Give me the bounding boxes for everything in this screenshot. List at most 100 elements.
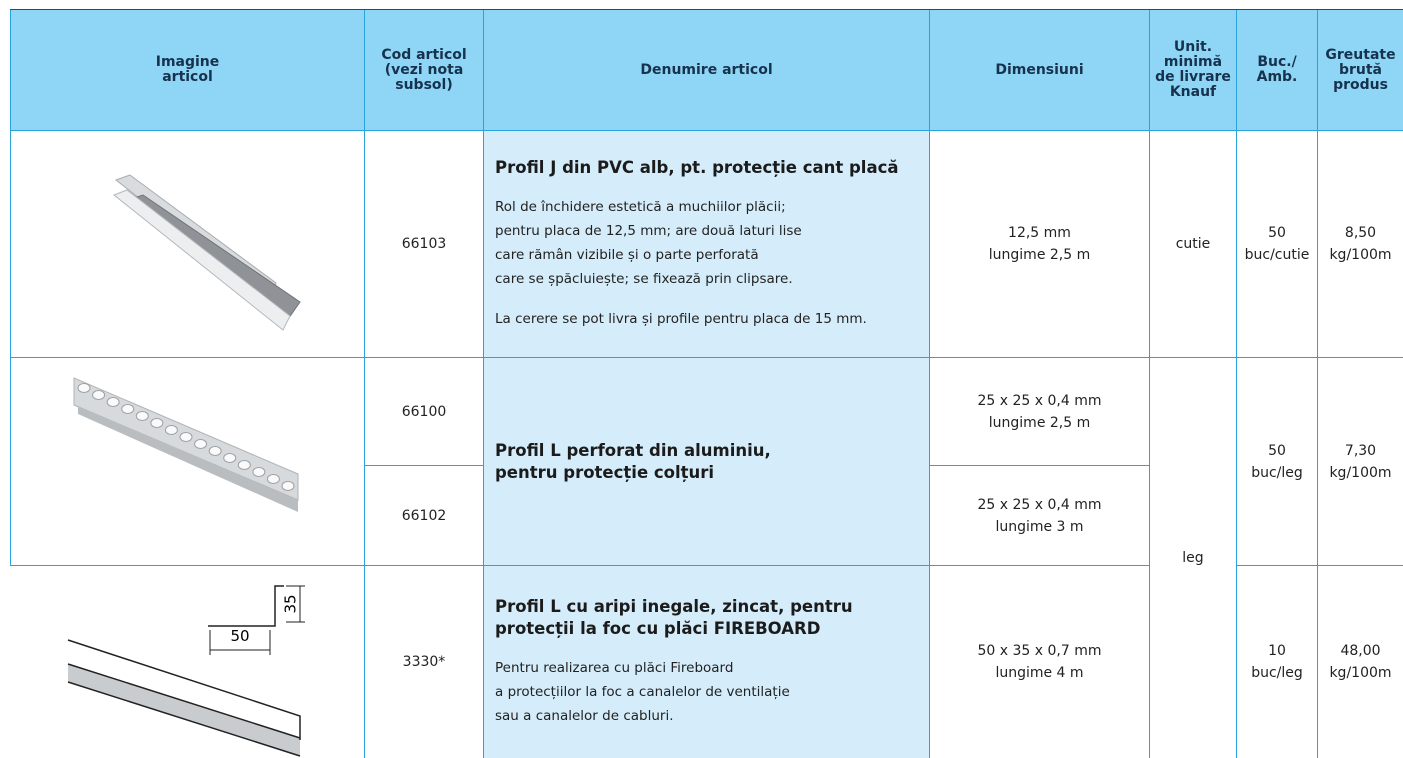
text-line: Buc./ [1257,54,1297,70]
dimension-label: 35 [282,594,300,613]
text-line: kg/100m [1329,464,1392,481]
text-line: 66103 [401,236,447,252]
perforation [135,411,149,421]
perforation [164,425,178,435]
text-line: 25 x 25 x 0,4 mm [977,392,1102,409]
text-line: 12,5 mm [1008,225,1071,241]
text-line: 48,00 [1340,643,1381,659]
text-line: buc/leg [1251,665,1303,681]
code-cell: 66102 [365,466,484,566]
text-line: leg [1182,550,1204,566]
unit-cell: leg [1150,358,1237,758]
perforation [208,446,222,456]
header-cell: Cod articol (vezi nota subsol) [365,10,484,131]
perforation [237,460,251,470]
text-line: 66102 [401,507,447,524]
perforation [194,439,208,449]
text-line: Cod articol [381,46,467,63]
shape [68,664,300,756]
perforation [150,418,164,428]
text-line: Unit. [1173,39,1213,55]
image-cell [10,358,365,566]
text-line: Dimensiuni [995,61,1084,78]
image-cell [10,131,365,358]
text-line: (vezi nota [384,61,464,78]
l-perforated-image [73,377,299,512]
perforation [252,467,266,477]
perforation [281,481,295,491]
text-line: Greutate [1325,46,1396,63]
weight-cell: 8,50 kg/100m [1318,131,1403,358]
weight-cell: 7,30 kg/100m [1318,358,1403,566]
j-profile-image [113,174,301,331]
code-cell: 3330* [365,566,484,758]
pack-cell: 50 buc/cutie [1237,131,1318,358]
profile-section [208,585,284,627]
perforation [121,404,135,414]
code-cell: 66103 [365,131,484,358]
text-line: Profil J din PVC alb, pt. protecție cant… [495,158,899,177]
dimension-cell: 25 x 25 x 0,4 mm lungime 3 m [930,466,1150,566]
perforation [179,432,193,442]
text-line: kg/100m [1329,665,1392,681]
name-cell: Profil L perforat din aluminiu, pentru p… [484,358,930,566]
perforation [266,474,280,484]
text-line: lungime 2,5 m [988,414,1091,431]
text-line: 3330* [402,654,446,670]
text-line: La cerere se pot livra și profile pentru… [495,311,867,327]
top-rule [10,9,1403,10]
perforation [77,383,91,393]
text-line: 25 x 25 x 0,4 mm [977,496,1102,513]
dimension-cell: 25 x 25 x 0,4 mm lungime 2,5 m [930,358,1150,466]
text-line: protecții la foc cu plăci FIREBOARD [495,619,821,638]
text-line: produs [1333,76,1388,93]
text-line: a protecțiilor la foc a canalelor de ven… [495,684,790,700]
text-line: 10 [1268,643,1286,659]
text-line: Imagine [155,54,220,70]
text-line: care rămân vizibile și o parte perforată [495,247,759,263]
code-cell: 66100 [365,358,484,466]
text-line: 50 [1268,442,1286,459]
header-cell: Dimensiuni [930,10,1150,131]
text-line: subsol) [395,76,453,93]
dimension-label: 50 [230,627,249,645]
text-line: Denumire articol [640,61,773,78]
text-line: articol [162,69,213,85]
text-line: buc/leg [1251,464,1303,481]
weight-cell: 48,00 kg/100m [1318,566,1403,758]
text-line: Amb. [1256,69,1298,85]
name-cell: Profil L cu aripi inegale, zincat, pentr… [484,566,930,758]
header-cell: Denumire articol [484,10,930,131]
pack-cell: 10 buc/leg [1237,566,1318,758]
text-line: care se șpăcluiește; se fixează prin cli… [495,271,793,287]
pack-cell: 50 buc/leg [1237,358,1318,566]
text-line: lungime 2,5 m [988,247,1091,263]
text-line: Profil L perforat din aluminiu, [495,440,771,460]
product-images: 35 50 [67,174,305,757]
text-line: 66100 [401,403,447,420]
profile-edge [67,681,301,757]
text-line: brută [1338,61,1383,78]
image-cell [10,566,365,758]
text-line: 7,30 [1344,442,1377,459]
text-line: Pentru realizarea cu plăci Fireboard [495,660,734,676]
perforation [92,390,106,400]
shape [78,406,298,512]
name-cell: Profil J din PVC alb, pt. protecție cant… [484,131,930,358]
text-line: pentru placa de 12,5 mm; are două laturi… [495,223,802,239]
profile-edge [67,663,301,739]
text-line: de livrare [1155,69,1231,85]
header-cell: Buc./Amb. [1237,10,1318,131]
shape [113,189,291,331]
header-cell: Greutate brută produs [1318,10,1403,131]
text-line: 50 [1268,225,1286,241]
l-fireboard-drawing: 35 50 [67,585,305,757]
text-line: Knauf [1169,84,1217,100]
text-line: buc/cutie [1244,247,1310,263]
header-cell: Imagine articol [10,10,365,131]
text-line: 50 x 35 x 0,7 mm [977,643,1102,659]
text-line: lungime 4 m [995,665,1084,681]
profile-edge [67,639,301,740]
